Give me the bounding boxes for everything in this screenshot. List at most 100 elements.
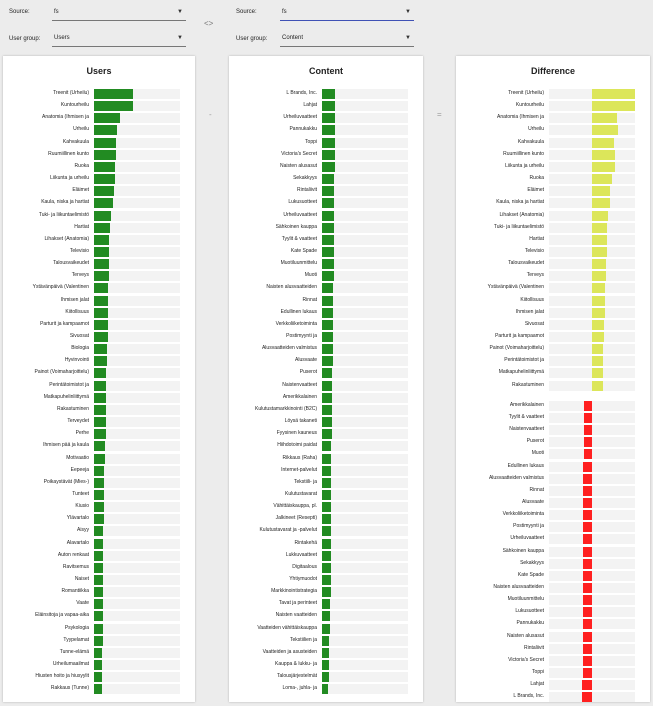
category-label: Urheiluvaatteet bbox=[510, 535, 544, 542]
chart-row: Muotiluunmittelu bbox=[456, 594, 635, 606]
bar-track bbox=[549, 368, 635, 379]
group-right-select[interactable]: Content ▼ bbox=[280, 32, 414, 47]
chart-row: Auton renkaat bbox=[3, 550, 180, 562]
bar bbox=[592, 319, 604, 330]
chart-row: Kuntourheilu bbox=[456, 100, 635, 112]
bar bbox=[94, 125, 118, 136]
chart-row: Ruoka bbox=[456, 173, 635, 185]
category-label: Parturit ja kampaamot bbox=[495, 333, 544, 339]
bar bbox=[592, 210, 609, 221]
bar bbox=[592, 137, 614, 148]
category-label: Terveydet bbox=[67, 418, 89, 425]
chart-row: Psykologia bbox=[3, 623, 180, 635]
bar-track bbox=[94, 186, 180, 197]
category-label: Kulutustavarat bbox=[285, 490, 317, 497]
bar-track bbox=[322, 526, 408, 537]
bar-track bbox=[322, 647, 408, 658]
category-label: Kahvakuula bbox=[517, 138, 544, 145]
bar-track bbox=[549, 210, 635, 221]
bar bbox=[94, 550, 104, 561]
bar-track bbox=[549, 668, 635, 679]
bar bbox=[322, 210, 335, 221]
category-label: Tyylit & vaatteet bbox=[281, 235, 317, 242]
chart-row: Alusvaate bbox=[456, 497, 635, 509]
category-label: Sekakkyys bbox=[520, 559, 544, 566]
category-label: L Brands, Inc. bbox=[286, 90, 317, 96]
bar bbox=[94, 295, 108, 306]
bar-track bbox=[322, 417, 408, 428]
bar-track bbox=[322, 611, 408, 622]
chart-row: Verkkoliiketoiminta bbox=[456, 509, 635, 521]
category-label: Perintätoimistot ja bbox=[504, 357, 544, 364]
bar bbox=[322, 453, 332, 464]
category-label: Parturit ja kampaamot bbox=[40, 320, 89, 327]
chart-row: Edullinen lukaus bbox=[456, 461, 635, 473]
bar-track bbox=[549, 558, 635, 569]
chart-row: Pannukakku bbox=[456, 618, 635, 630]
chart-row: Romantiikka bbox=[3, 586, 180, 598]
category-label: Lihakset (Anatomia) bbox=[44, 235, 89, 242]
bar-track bbox=[94, 489, 180, 500]
bar bbox=[94, 234, 110, 245]
bar-track bbox=[549, 125, 635, 136]
category-label: Naisten alusvaatteiden bbox=[266, 284, 317, 291]
bar bbox=[94, 186, 114, 197]
chart-row: Tyylit & vaatteet bbox=[229, 234, 408, 246]
category-label: Toppi bbox=[305, 138, 317, 145]
chart-row: Loma-, juhla- ja bbox=[229, 683, 408, 695]
bar-track bbox=[549, 222, 635, 233]
category-label: Naiset bbox=[74, 576, 89, 582]
bar-track bbox=[549, 412, 635, 423]
group-left-label: User group: bbox=[9, 36, 41, 42]
chart-row: Hartiat bbox=[456, 234, 635, 246]
category-label: Rikkaus (Raha) bbox=[282, 454, 317, 461]
bar bbox=[94, 417, 107, 428]
category-label: Kauppa & lukku- ja bbox=[275, 661, 317, 668]
chart-row: Victoria's Secret bbox=[456, 655, 635, 667]
category-label: Anatomia (Ihmisen ja bbox=[42, 114, 89, 121]
chart-row: Kahvakuula bbox=[456, 137, 635, 149]
swap-icon[interactable]: <> bbox=[204, 19, 214, 28]
bar bbox=[322, 259, 335, 270]
bar bbox=[583, 522, 592, 533]
chart-row: Kulutustavarat bbox=[229, 489, 408, 501]
bar bbox=[592, 125, 618, 136]
bar bbox=[94, 319, 108, 330]
category-label: Treenit (Urheilu) bbox=[53, 90, 89, 96]
bar-track bbox=[322, 246, 408, 257]
bar bbox=[94, 344, 107, 355]
chart-row: Jalkineet (Resepti) bbox=[229, 513, 408, 525]
bar-track bbox=[94, 647, 180, 658]
bar bbox=[592, 344, 603, 355]
chart-row: Aisyy bbox=[3, 525, 180, 537]
bar bbox=[94, 246, 110, 257]
category-label: Alusvaatteiden valmistus bbox=[488, 474, 544, 481]
bar-track bbox=[94, 332, 180, 342]
chart-row: Parturit ja kampaamot bbox=[3, 319, 180, 331]
bar-track bbox=[549, 655, 635, 666]
bar bbox=[94, 660, 102, 671]
bar bbox=[592, 149, 615, 160]
chart-row: Naistenvaatteet bbox=[456, 424, 635, 436]
source-left-select[interactable]: fs ▼ bbox=[52, 6, 186, 21]
chart-row: Ihmisen jalat bbox=[3, 295, 180, 307]
chart-row: Eläinsitoja ja vapaa-aika bbox=[3, 610, 180, 622]
group-left-select[interactable]: Users ▼ bbox=[52, 32, 186, 47]
chevron-down-icon: ▼ bbox=[177, 35, 183, 41]
bar bbox=[94, 113, 120, 124]
category-label: Muotiluunmittelu bbox=[280, 260, 317, 267]
source-right-select[interactable]: fs ▼ bbox=[280, 6, 414, 21]
category-label: Edullinen lukaus bbox=[507, 462, 544, 469]
category-label: Eepeeja bbox=[70, 466, 89, 473]
category-label: Treenit (Urheilu) bbox=[508, 90, 544, 96]
chart-row: Vaate bbox=[3, 598, 180, 610]
bar-track bbox=[549, 461, 635, 472]
bar-track bbox=[322, 623, 408, 634]
bar bbox=[94, 368, 107, 379]
chart-row: Muoti bbox=[456, 448, 635, 460]
category-label: Kate Spade bbox=[290, 247, 317, 254]
bar bbox=[94, 392, 107, 403]
category-label: Sekakkyys bbox=[293, 175, 317, 182]
bar-track bbox=[94, 417, 180, 428]
bar-track bbox=[549, 534, 635, 545]
